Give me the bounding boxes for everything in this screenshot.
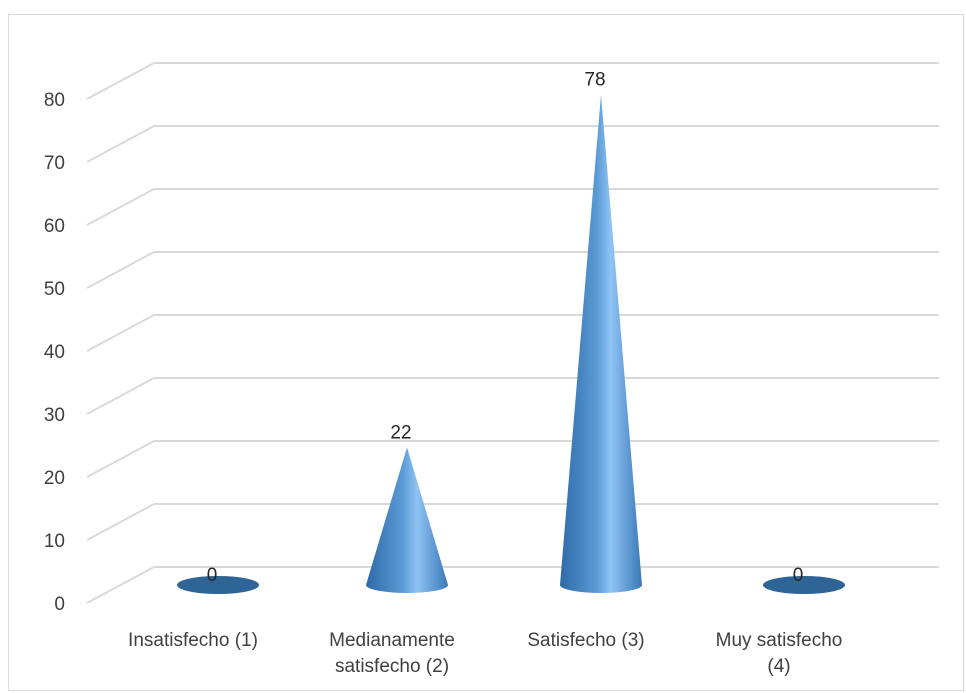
y-tick-label: 30 (44, 405, 65, 426)
data-label: 0 (207, 565, 218, 586)
gridline-depth (86, 62, 155, 100)
y-tick-label: 10 (44, 531, 65, 552)
category-label-line: satisfecho (2) (335, 656, 449, 677)
data-label: 78 (584, 70, 605, 91)
gridline-depth (86, 251, 155, 289)
category-label-line: (4) (767, 656, 790, 677)
category-label-line: Satisfecho (3) (527, 630, 644, 651)
chart-frame: 0 10 20 30 40 50 60 70 80 0 22 78 0 Insatisfecho (1… (8, 14, 964, 691)
y-tick-label: 80 (44, 90, 65, 111)
category-label: Insatisfecho (1) (128, 630, 258, 651)
data-label: 22 (390, 422, 411, 443)
category-label-line: Medianamente (329, 630, 455, 651)
category-label: Satisfecho (3) (527, 630, 644, 651)
data-label: 0 (793, 565, 804, 586)
gridline-depth (86, 566, 155, 604)
gridline-depth (86, 188, 155, 226)
category-label-line: Muy satisfecho (716, 630, 843, 651)
y-tick-label: 70 (44, 153, 65, 174)
cone-bar (560, 94, 642, 593)
cone-bar (366, 447, 448, 593)
gridline-depth (86, 125, 155, 163)
gridline-depth (86, 440, 155, 478)
cone-bar-zero (763, 576, 845, 594)
cone-chart: 0 10 20 30 40 50 60 70 80 0 22 78 0 Insatisfecho (1… (44, 62, 939, 677)
gridline-depth (86, 503, 155, 541)
y-tick-label: 40 (44, 342, 65, 363)
gridline-depth (86, 314, 155, 352)
y-tick-label: 50 (44, 279, 65, 300)
y-tick-label: 60 (44, 216, 65, 237)
category-label-line: Insatisfecho (1) (128, 630, 258, 651)
gridline-depth (86, 377, 155, 415)
y-tick-label: 0 (54, 594, 65, 615)
category-label: Medianamente satisfecho (2) (329, 630, 455, 677)
category-label: Muy satisfecho (4) (716, 630, 843, 677)
cone-bar-zero (177, 576, 259, 594)
y-tick-label: 20 (44, 468, 65, 489)
